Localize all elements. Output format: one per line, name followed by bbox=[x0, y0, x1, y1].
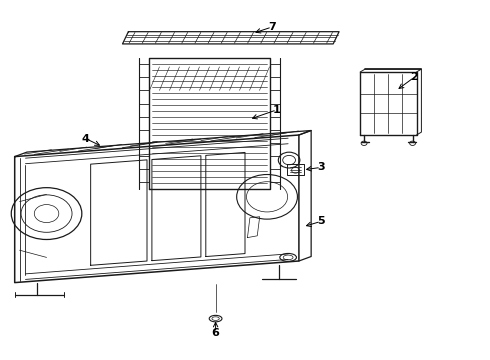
Text: 3: 3 bbox=[317, 162, 325, 172]
Text: 7: 7 bbox=[268, 22, 276, 32]
Text: 5: 5 bbox=[317, 216, 325, 226]
Text: 2: 2 bbox=[410, 72, 418, 82]
Text: 6: 6 bbox=[212, 328, 220, 338]
Text: 1: 1 bbox=[273, 105, 281, 115]
Text: 4: 4 bbox=[82, 134, 90, 144]
